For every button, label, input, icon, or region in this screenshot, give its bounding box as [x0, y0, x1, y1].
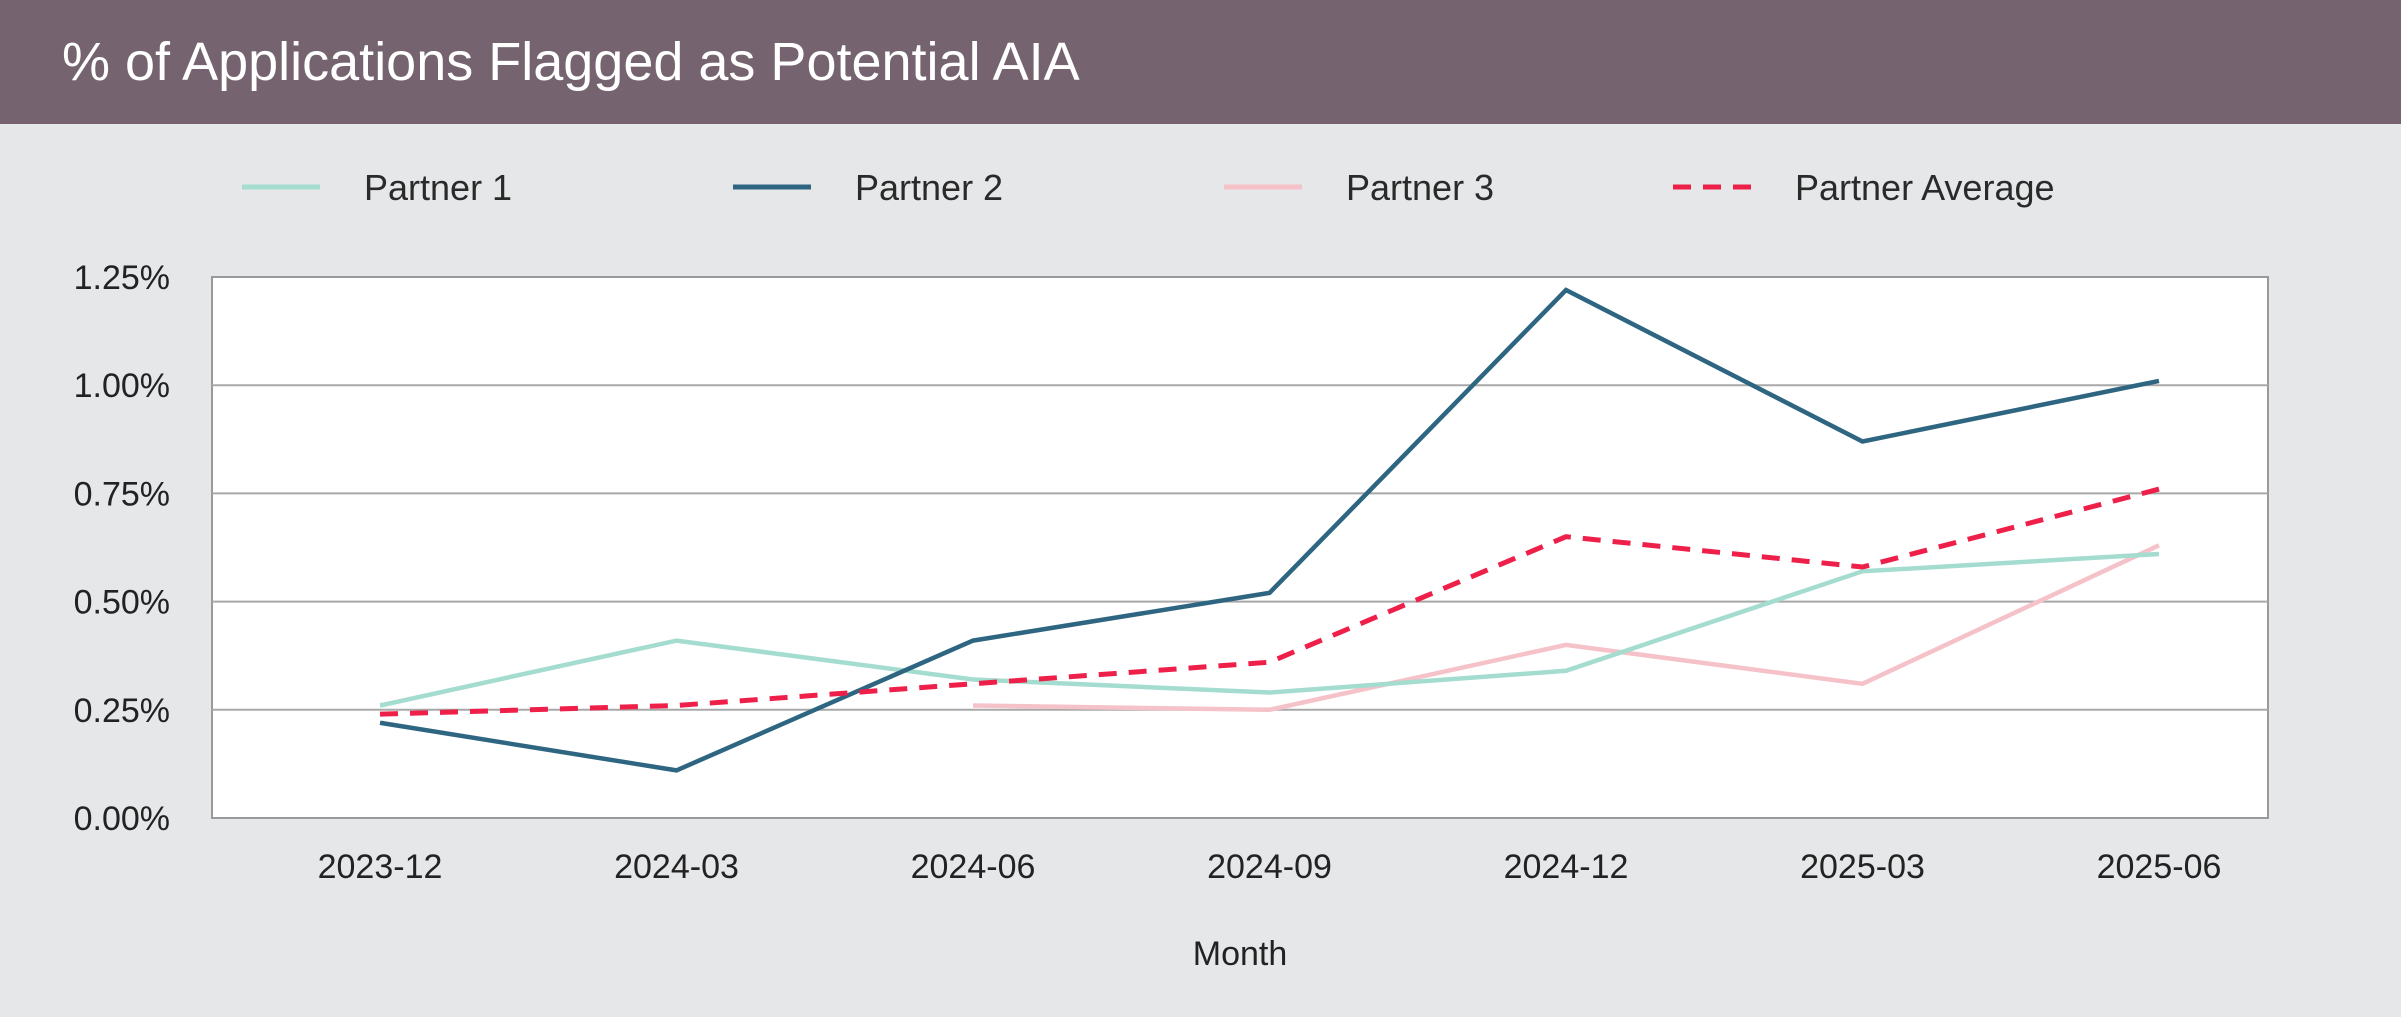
y-tick-label: 0.00% — [74, 800, 170, 838]
x-tick-label: 2024-09 — [1207, 848, 1332, 886]
legend-label: Partner 3 — [1346, 167, 1494, 208]
x-tick-label: 2024-12 — [1504, 848, 1629, 886]
y-tick-label: 0.75% — [74, 475, 170, 513]
y-tick-label: 0.50% — [74, 584, 170, 622]
legend-label: Partner 2 — [855, 167, 1003, 208]
series-line-partner-3 — [972, 543, 2160, 713]
gridlines — [212, 384, 2268, 711]
chart-title: % of Applications Flagged as Potential A… — [62, 32, 1080, 92]
y-axis: 0.00% 0.25% 0.50% 0.75% 1.00% 1.25% — [74, 259, 170, 838]
plot-area — [211, 276, 2269, 819]
series-lines — [379, 287, 2160, 773]
chart-title-bar: % of Applications Flagged as Potential A… — [0, 0, 2401, 124]
x-axis-title: Month — [1193, 935, 1288, 973]
legend-label: Partner Average — [1795, 167, 2055, 208]
x-axis: 2023-12 2024-03 2024-06 2024-09 2024-12 2025-… — [318, 848, 2222, 886]
series-line-partner-average — [379, 486, 2160, 717]
x-tick-label: 2024-03 — [614, 848, 739, 886]
y-tick-label: 1.00% — [74, 367, 170, 405]
series-line-partner-1 — [379, 551, 2160, 708]
legend-label: Partner 1 — [364, 167, 512, 208]
y-tick-label: 0.25% — [74, 692, 170, 730]
series-line-partner-2 — [379, 287, 2160, 773]
x-tick-label: 2025-03 — [1800, 848, 1925, 886]
y-tick-label: 1.25% — [74, 259, 170, 297]
legend: Partner 1 Partner 2 Partner 3 Partner Avera… — [242, 167, 2055, 208]
x-tick-label: 2023-12 — [318, 848, 443, 886]
x-tick-label: 2025-06 — [2097, 848, 2222, 886]
x-tick-label: 2024-06 — [911, 848, 1036, 886]
